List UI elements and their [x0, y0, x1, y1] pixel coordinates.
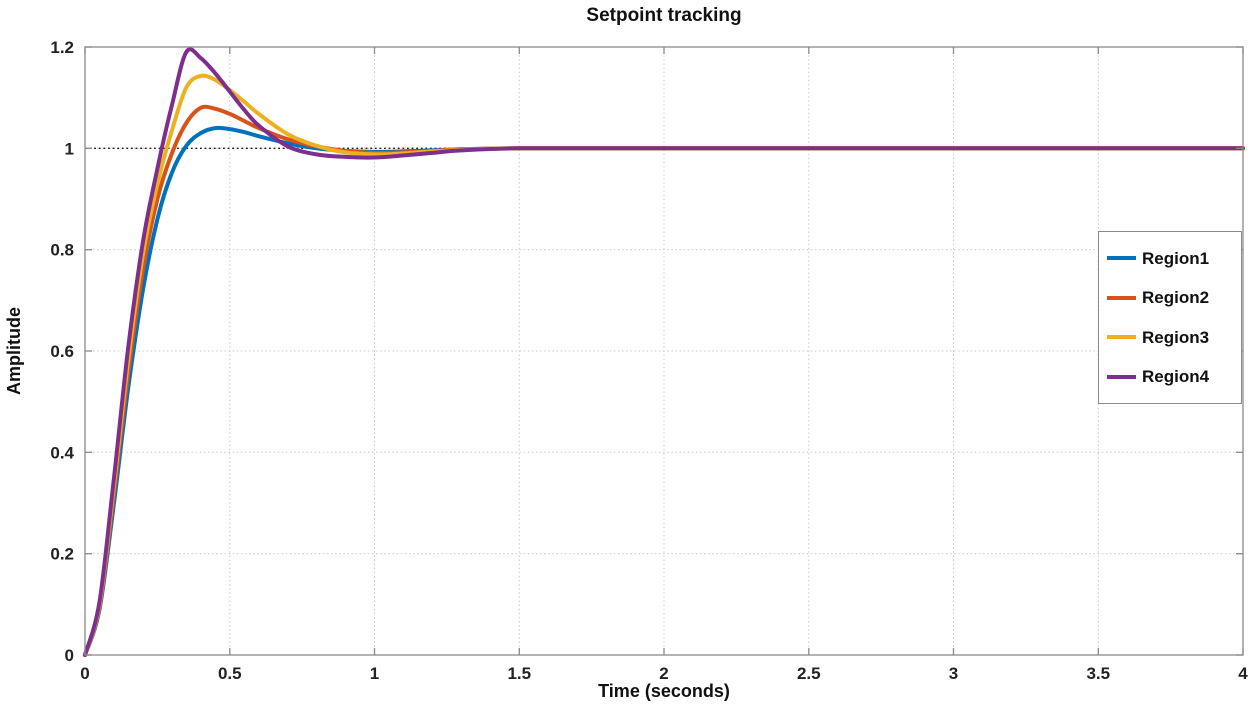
y-tick-label: 0.6 [50, 342, 74, 361]
x-axis-label: Time (seconds) [598, 681, 730, 701]
chart-title: Setpoint tracking [586, 5, 742, 26]
legend-label: Region3 [1142, 327, 1210, 347]
x-tick-label: 1.5 [507, 664, 531, 683]
x-tick-label: 1 [370, 664, 379, 683]
y-tick-label: 1.2 [50, 38, 74, 57]
legend-line-swatch [1107, 374, 1136, 379]
x-tick-label: 3 [949, 664, 958, 683]
y-tick-label: 0.8 [50, 241, 74, 260]
legend-line-swatch [1107, 335, 1136, 340]
legend-line-swatch [1107, 295, 1136, 300]
legend-item-region3: Region3 [1107, 320, 1235, 354]
legend-line-swatch [1107, 256, 1136, 260]
y-tick-label: 1 [65, 139, 74, 158]
series-curve-region4 [83, 47, 1245, 657]
legend-label: Region1 [1142, 248, 1210, 268]
y-axis-label: Amplitude [4, 307, 24, 395]
x-tick-label: 2 [659, 664, 668, 683]
legend-item-region1: Region1 [1107, 241, 1235, 275]
legend-item-region4: Region4 [1107, 360, 1235, 394]
legend-label: Region4 [1142, 367, 1210, 387]
y-tick-label: 0.2 [50, 545, 74, 564]
legend-item-region2: Region2 [1107, 281, 1235, 315]
legend-label: Region2 [1142, 288, 1210, 308]
x-tick-label: 2.5 [797, 664, 821, 683]
x-tick-label: 4 [1238, 664, 1248, 683]
legend: Region1 Region2 Region3 Region4 [1098, 231, 1242, 404]
x-tick-label: 0.5 [218, 664, 242, 683]
y-tick-label: 0.4 [50, 443, 74, 462]
y-tick-label: 0 [65, 646, 74, 665]
x-tick-label: 3.5 [1086, 664, 1110, 683]
x-tick-label: 0 [80, 664, 89, 683]
